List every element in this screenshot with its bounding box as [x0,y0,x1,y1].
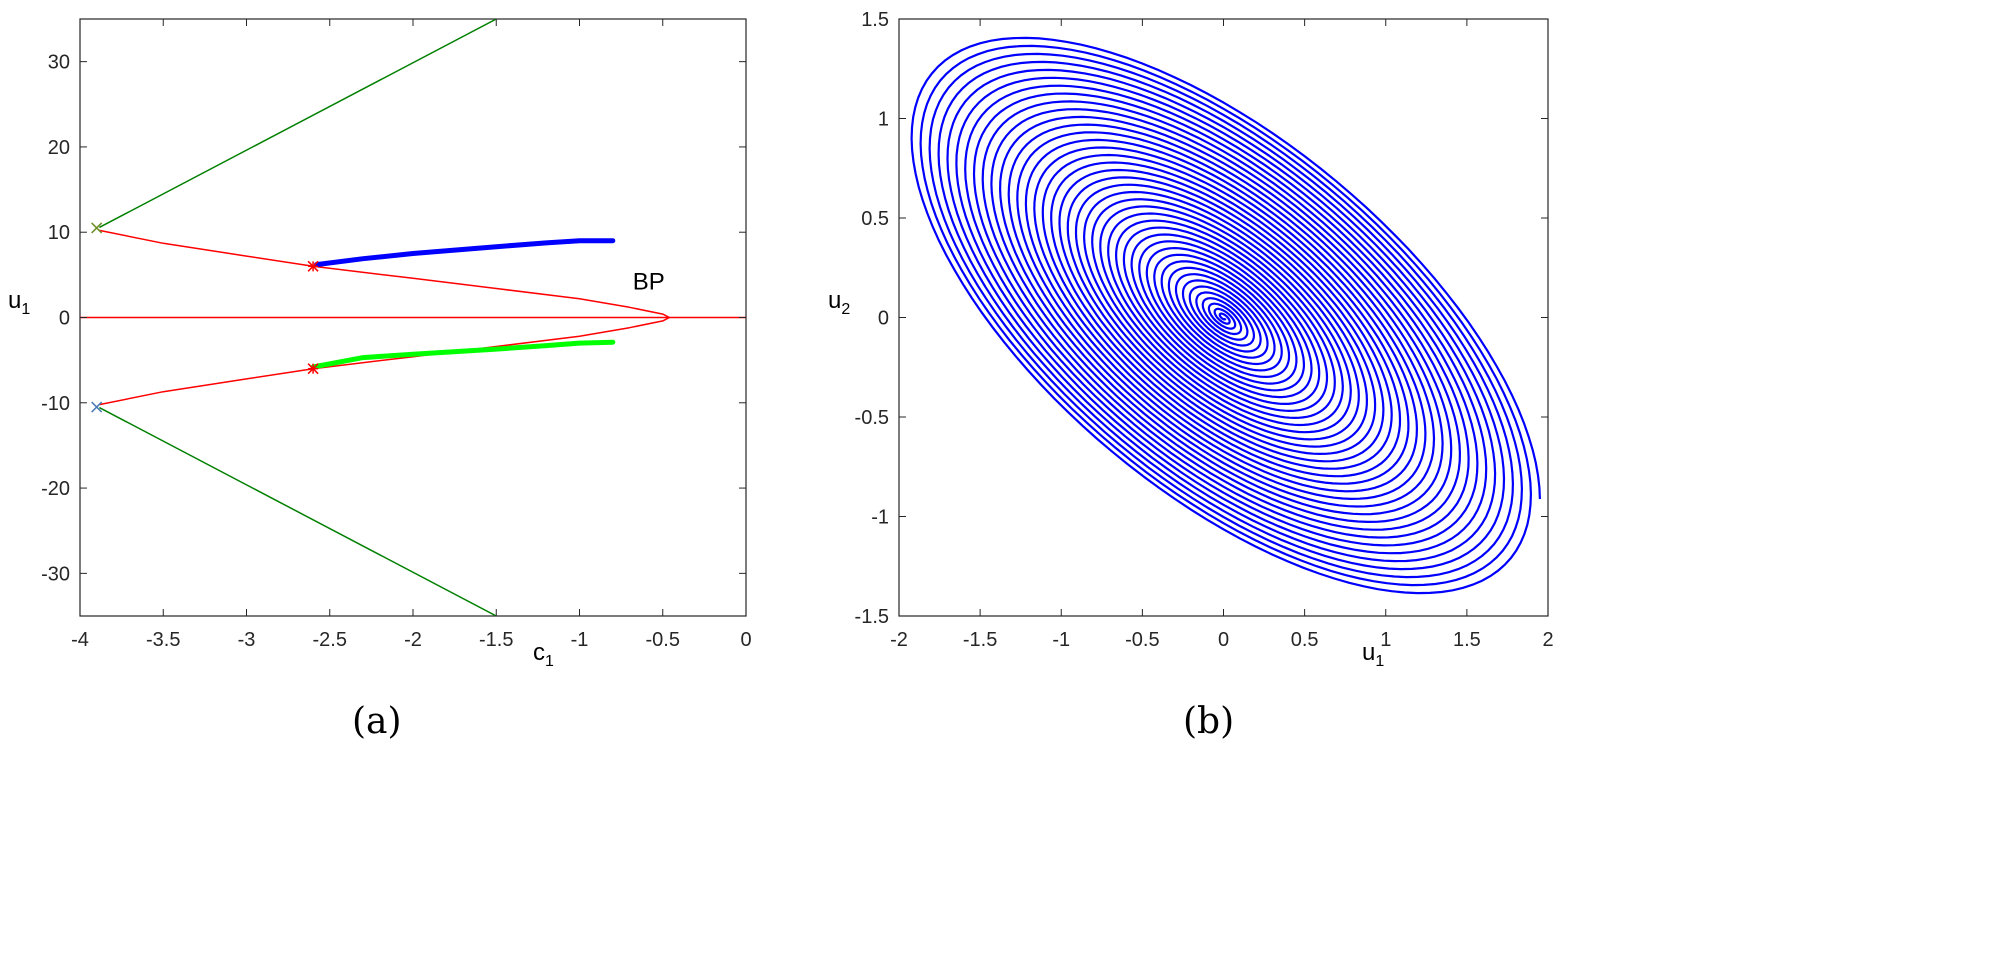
chart-a-caption: (a) [352,701,402,742]
series-line [99,407,498,616]
x-tick-label: -1.5 [963,629,997,651]
x-tick-label: -2 [890,629,908,651]
y-tick-label: -1 [871,507,889,529]
marker-stroke [91,222,103,234]
plot-layer [910,36,1541,595]
chart-b-ylabel: u2 [828,287,850,318]
chart-b-xlabel: u1 [1362,639,1384,670]
x-tick-label: 0 [740,629,751,651]
x-tick-label: -2.5 [313,629,347,651]
x-tick-label: -2 [404,629,422,651]
y-tick-label: 0.5 [861,208,889,230]
x-tick-label: -3.5 [146,629,180,651]
x-tick-label: -0.5 [1125,629,1159,651]
y-tick-label: 0 [59,308,70,330]
y-tick-label: 30 [48,52,70,74]
x-tick-label: 2 [1542,629,1553,651]
x-tick-label: 1 [1380,629,1391,651]
spiral-trajectory [910,36,1541,595]
series-line [313,238,616,268]
x-tick-label: -1 [571,629,589,651]
x-tick-label: 0.5 [1291,629,1319,651]
chart-b-caption: (b) [1183,701,1234,742]
x-tick-label: 1.5 [1453,629,1481,651]
x-tick-label: -1.5 [479,629,513,651]
annotation-label: BP [633,268,665,295]
marker-cross [91,401,103,413]
marker-asterisk [307,260,319,272]
y-tick-label: 1.5 [861,9,889,31]
chart-b: -2 -1.5 -1 -0.5 0 0.5 1 1.5 2-1.5-1-0.500.511.5 [855,9,1554,651]
y-tick-label: 20 [48,137,70,159]
x-tick-label: -4 [71,629,89,651]
y-tick-label: 0 [878,308,889,330]
marker-asterisk [307,363,319,375]
x-tick-label: -1 [1052,629,1070,651]
x-tick-label: -0.5 [646,629,680,651]
marker-stroke [91,401,103,413]
y-tick-label: -10 [41,393,70,415]
y-tick-label: -0.5 [855,407,889,429]
chart-a-xlabel: c1 [533,639,554,670]
series-line [99,19,498,228]
marker-cross [91,222,103,234]
y-tick-label: -1.5 [855,606,889,628]
y-tick-label: -20 [41,478,70,500]
chart-a-ylabel: u1 [8,287,30,318]
x-tick-label: -3 [238,629,256,651]
chart-a: -4 -3.5 -3 -2.5 -2 -1.5 -1 -0.5 0 -30 -20 -10 0 10 20 3… [41,18,752,651]
series-line [310,339,616,370]
x-tick-label: 0 [1218,629,1229,651]
y-tick-label: -30 [41,563,70,585]
y-tick-label: 10 [48,222,70,244]
y-tick-label: 1 [878,109,889,131]
